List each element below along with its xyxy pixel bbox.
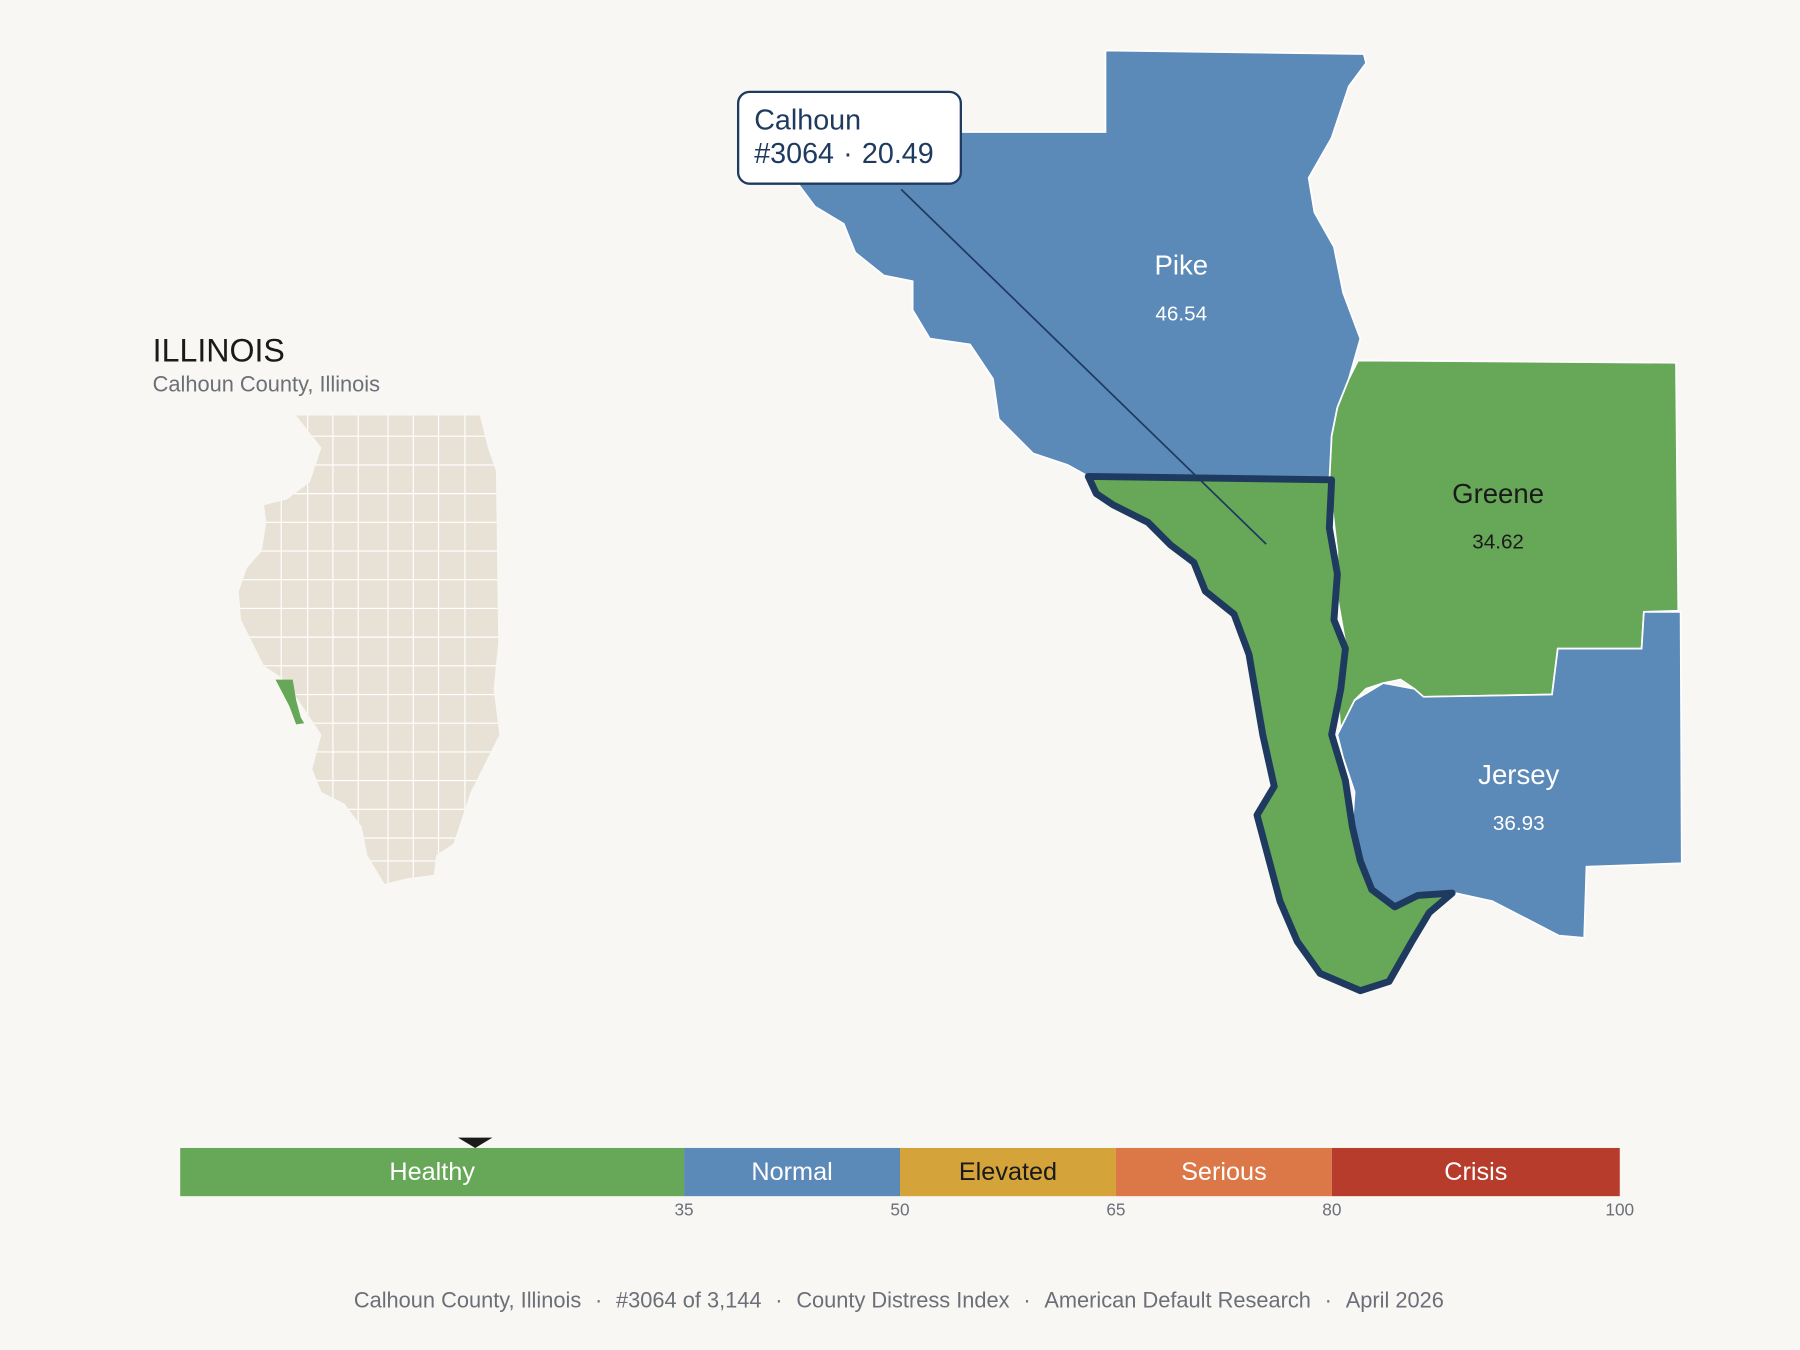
scale-band-label: Serious bbox=[1181, 1158, 1267, 1186]
callout-box bbox=[736, 90, 962, 185]
scale-band bbox=[900, 1147, 1116, 1197]
county-shape bbox=[1084, 472, 1456, 995]
scale-band bbox=[1331, 1147, 1620, 1197]
state-outline bbox=[238, 415, 500, 884]
footer-separator: · bbox=[595, 1288, 602, 1313]
state-subtitle: Calhoun County, Illinois bbox=[153, 371, 380, 396]
footer-item: County Distress Index bbox=[796, 1288, 1009, 1313]
callout-rank: #3064 bbox=[754, 138, 834, 170]
scale-tick-label: 65 bbox=[1106, 1200, 1125, 1220]
county-name: Jersey bbox=[1478, 759, 1559, 790]
scale-band bbox=[684, 1147, 900, 1197]
callout-detail: #3064 · 20.49 bbox=[754, 138, 934, 170]
footer-item: American Default Research bbox=[1044, 1288, 1311, 1313]
scale-tick-label: 100 bbox=[1605, 1200, 1634, 1220]
county-name: Greene bbox=[1452, 478, 1544, 509]
scale-band-label: Healthy bbox=[389, 1158, 475, 1186]
state-minimap bbox=[238, 415, 500, 884]
callout-score: 20.49 bbox=[862, 138, 934, 170]
score-pointer bbox=[457, 1137, 493, 1148]
scale-tick-label: 35 bbox=[674, 1200, 693, 1220]
county-score: 34.62 bbox=[1472, 531, 1524, 554]
minimap-county bbox=[275, 679, 305, 725]
footer: Calhoun County, Illinois · #3064 of 3,144 ·… bbox=[354, 1288, 1444, 1313]
scale-band-label: Normal bbox=[751, 1158, 832, 1186]
county-name: Pike bbox=[1154, 249, 1208, 280]
footer-item: April 2026 bbox=[1346, 1288, 1444, 1313]
state-title: ILLINOIS bbox=[153, 333, 285, 369]
footer-item: #3064 of 3,144 bbox=[616, 1288, 761, 1313]
callout-leader bbox=[900, 188, 1267, 545]
footer-separator: · bbox=[1325, 1288, 1332, 1313]
footer-separator: · bbox=[775, 1288, 782, 1313]
callout-separator: · bbox=[843, 138, 853, 170]
scale-band-label: Elevated bbox=[959, 1158, 1057, 1186]
county-borders bbox=[238, 415, 500, 884]
scale-tick-label: 50 bbox=[890, 1200, 909, 1220]
footer-item: Calhoun County, Illinois bbox=[354, 1288, 581, 1313]
callout: Calhoun #3064 · 20.49 bbox=[736, 90, 962, 185]
scale-tick-label: 80 bbox=[1322, 1200, 1341, 1220]
county-score: 46.54 bbox=[1155, 302, 1207, 325]
footer-separator: · bbox=[1023, 1288, 1030, 1313]
scale-band-label: Crisis bbox=[1444, 1158, 1507, 1186]
callout-name: Calhoun bbox=[754, 105, 861, 137]
scale-band bbox=[1115, 1147, 1332, 1197]
scale-bar: Healthy 35 Normal 50 Elevated 65 Serious 80 Cris… bbox=[180, 1137, 1634, 1220]
county-score: 36.93 bbox=[1493, 812, 1545, 835]
scale-band bbox=[180, 1147, 685, 1197]
